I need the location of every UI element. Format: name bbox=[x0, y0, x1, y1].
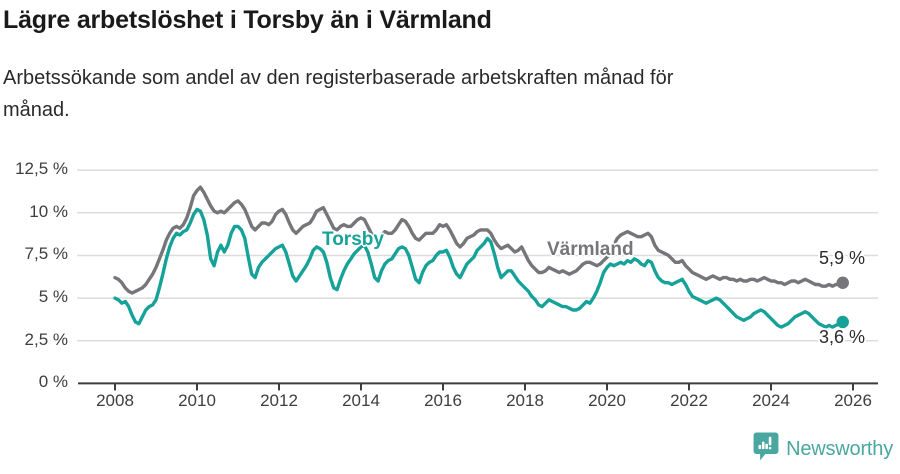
x-tick-label: 2020 bbox=[588, 391, 626, 410]
newsworthy-logo-icon bbox=[753, 432, 779, 467]
x-tick-label: 2026 bbox=[834, 391, 872, 410]
end-value-label-varmland: 5,9 % bbox=[818, 248, 866, 268]
x-tick-label: 2022 bbox=[670, 391, 708, 410]
y-tick-label: 2,5 % bbox=[24, 329, 68, 349]
end-value-label-torsby: 3,6 % bbox=[818, 327, 866, 347]
newsworthy-brand-text: Newsworthy bbox=[786, 438, 893, 460]
chart-subtitle: Arbetssökande som andel av den registerb… bbox=[3, 62, 673, 126]
series-label-varmland: Värmland bbox=[547, 239, 634, 260]
x-tick-label: 2024 bbox=[752, 391, 790, 410]
x-tick-label: 2010 bbox=[178, 391, 216, 410]
y-tick-label: 12,5 % bbox=[15, 159, 68, 179]
newsworthy-brand: Newsworthy bbox=[753, 432, 893, 467]
y-tick-label: 5 % bbox=[38, 287, 68, 307]
y-tick-label: 0 % bbox=[38, 372, 68, 392]
x-tick-label: 2012 bbox=[260, 391, 298, 410]
y-tick-label: 7,5 % bbox=[24, 244, 68, 264]
chart-subtitle-line2: månad. bbox=[3, 99, 70, 121]
y-tick-label: 10 % bbox=[29, 201, 68, 221]
page-title: Lägre arbetslöshet i Torsby än i Värmlan… bbox=[3, 6, 492, 34]
x-tick-label: 2008 bbox=[96, 391, 134, 410]
chart-subtitle-line1: Arbetssökande som andel av den registerb… bbox=[3, 67, 674, 89]
series-label-torsby: Torsby bbox=[322, 229, 384, 250]
x-tick-label: 2016 bbox=[424, 391, 462, 410]
x-tick-label: 2018 bbox=[506, 391, 544, 410]
x-tick-label: 2014 bbox=[342, 391, 380, 410]
